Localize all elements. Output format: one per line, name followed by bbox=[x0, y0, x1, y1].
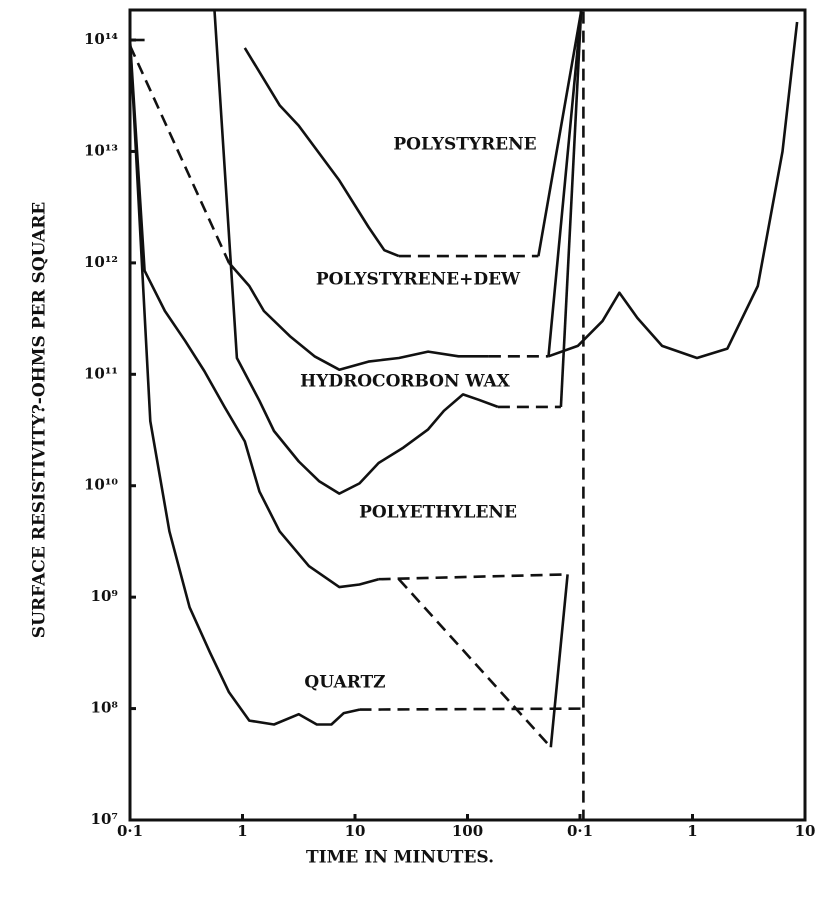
dashed-line bbox=[359, 707, 584, 711]
x-tick-label: 0·1 bbox=[117, 822, 143, 840]
x-tick-label: 0·1 bbox=[567, 822, 593, 840]
dashed-line bbox=[397, 578, 552, 749]
y-tick-label: 10¹² bbox=[84, 253, 118, 271]
x-tick-label: 100 bbox=[452, 822, 483, 840]
series-line bbox=[228, 262, 489, 371]
x-axis-label: TIME IN MINUTES. bbox=[306, 848, 494, 868]
series-label: POLYETHYLENE bbox=[359, 503, 517, 523]
series-label: POLYSTYRENE+DEW bbox=[316, 270, 521, 290]
plot-frame bbox=[128, 8, 807, 822]
x-tick-label: 1 bbox=[687, 822, 697, 840]
y-tick-label: 10¹¹ bbox=[84, 364, 118, 382]
connector-line bbox=[537, 11, 583, 257]
series-line bbox=[243, 47, 400, 258]
series-line bbox=[128, 39, 360, 726]
series-label: HYDROCORBON WAX bbox=[300, 372, 510, 392]
connector-line bbox=[549, 574, 569, 748]
y-tick-label: 10⁸ bbox=[91, 699, 119, 717]
series-label: QUARTZ bbox=[304, 673, 385, 693]
x-tick-label: 10 bbox=[795, 822, 816, 840]
connector-line bbox=[547, 11, 583, 357]
y-tick-label: 10⁹ bbox=[91, 587, 118, 605]
y-axis-label: SURFACE RESISTIVITY?-OHMS PER SQUARE bbox=[30, 202, 50, 638]
series-label: POLYSTYRENE bbox=[393, 135, 536, 155]
dashed-line bbox=[128, 45, 231, 264]
dashed-line bbox=[378, 573, 568, 581]
series-line bbox=[213, 8, 499, 495]
connector-line bbox=[559, 11, 583, 407]
connector-line bbox=[548, 21, 799, 360]
y-tick-label: 10¹⁴ bbox=[84, 30, 118, 48]
y-tick-label: 10⁷ bbox=[91, 810, 118, 828]
y-tick-label: 10¹⁰ bbox=[84, 476, 118, 494]
x-tick-label: 1 bbox=[237, 822, 247, 840]
y-tick-label: 10¹³ bbox=[84, 141, 118, 159]
x-tick-label: 10 bbox=[345, 822, 366, 840]
series-line bbox=[128, 39, 379, 589]
